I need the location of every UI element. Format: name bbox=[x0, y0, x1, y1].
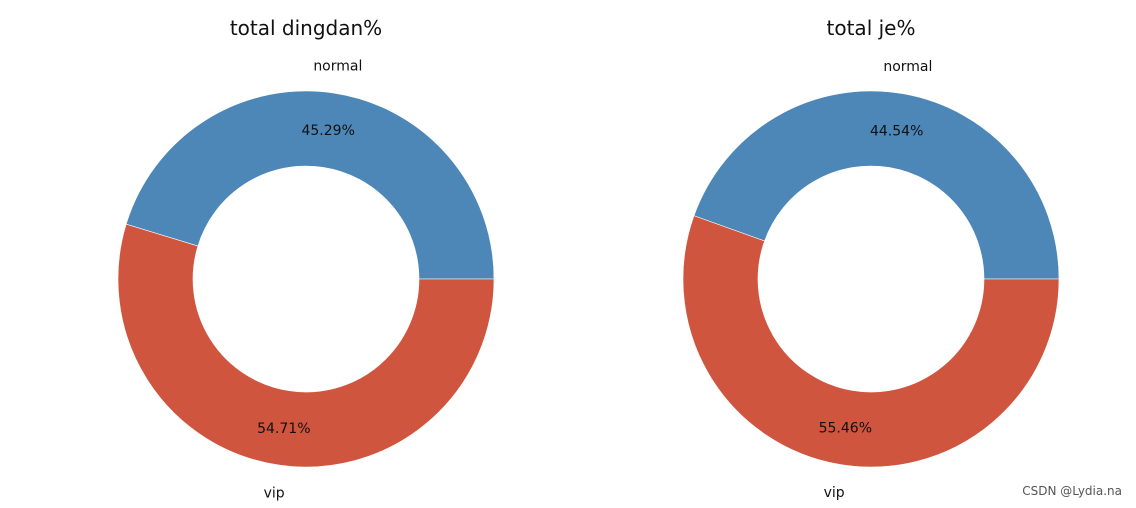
category-label-vip: vip bbox=[264, 486, 285, 502]
pct-label-normal: 45.29% bbox=[301, 123, 354, 139]
slice-normal bbox=[125, 90, 495, 280]
slice-vip bbox=[682, 215, 1060, 468]
category-label-normal: normal bbox=[313, 58, 362, 74]
donut-chart-2: total je% 44.54% normal 55.46% vip bbox=[682, 16, 1060, 501]
chart-title: total dingdan% bbox=[230, 16, 382, 40]
category-label-normal: normal bbox=[883, 59, 932, 75]
donut-chart-1: total dingdan% 45.29% normal 54.71% vip bbox=[117, 16, 495, 502]
pct-label-vip: 54.71% bbox=[257, 421, 310, 437]
chart-title: total je% bbox=[827, 16, 916, 40]
pct-label-vip: 55.46% bbox=[819, 420, 872, 436]
pct-label-normal: 44.54% bbox=[870, 124, 923, 140]
watermark: CSDN @Lydia.na bbox=[1022, 484, 1122, 498]
slice-normal bbox=[693, 90, 1060, 280]
slice-vip bbox=[117, 223, 495, 468]
category-label-vip: vip bbox=[824, 485, 845, 501]
